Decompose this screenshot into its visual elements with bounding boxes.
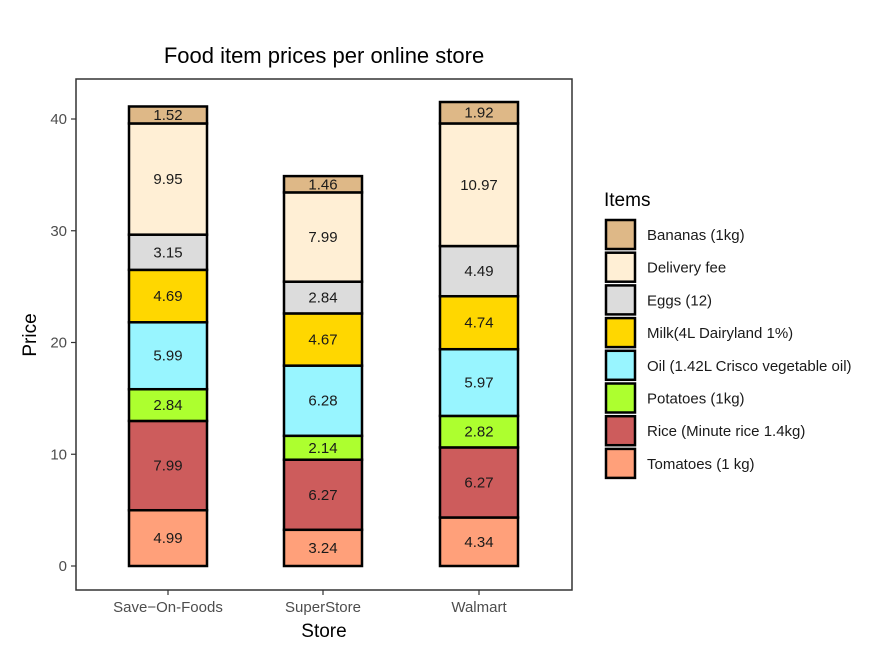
bar-segment (282, 458, 364, 532)
bars: 4.99 7.99 2.84 5.99 4.69 3.15 9.95 1.52 3.24 6.27… (127, 100, 520, 568)
bar-segment (282, 174, 364, 194)
bar-value-label: 1.52 (153, 107, 182, 124)
bar-value-label: 7.99 (308, 229, 337, 246)
y-axis: 0 10 20 30 40 (50, 111, 76, 575)
bar-value-label: 4.67 (308, 332, 337, 349)
legend-label: Milk(4L Dairyland 1%) (647, 325, 793, 342)
legend-swatch (604, 447, 637, 480)
x-tick-label: Walmart (451, 599, 507, 616)
y-tick-label: 20 (50, 335, 67, 352)
bar-value-label: 2.14 (308, 440, 337, 457)
legend-label: Bananas (1kg) (647, 227, 745, 244)
bar-value-label: 2.84 (308, 290, 337, 307)
chart-title: Food item prices per online store (164, 43, 484, 68)
y-tick-label: 10 (50, 446, 67, 463)
legend-swatch (604, 316, 637, 349)
legend-swatch (604, 218, 637, 251)
bar-value-label: 1.92 (464, 105, 493, 122)
legend-label: Oil (1.42L Crisco vegetable oil) (647, 358, 852, 375)
bar-segment (438, 516, 520, 568)
bar-segment (438, 446, 520, 519)
bar-segment (438, 244, 520, 298)
x-axis: Save−On-Foods SuperStore Walmart (113, 590, 507, 616)
bar-value-label: 6.28 (308, 393, 337, 410)
bar-value-label: 2.82 (464, 424, 493, 441)
legend: Items Bananas (1kg) Delivery fee Eggs (12)… (604, 190, 852, 480)
legend-label: Eggs (12) (647, 292, 712, 309)
legend-label: Potatoes (1kg) (647, 391, 745, 408)
bar-value-label: 4.69 (153, 288, 182, 305)
bar-value-label: 4.49 (464, 263, 493, 280)
bar-value-label: 6.27 (308, 487, 337, 504)
y-tick-label: 30 (50, 223, 67, 240)
legend-swatch (604, 382, 637, 414)
legend-swatch (604, 284, 637, 316)
legend-label: Delivery fee (647, 260, 726, 277)
legend-swatch (604, 349, 637, 382)
x-tick-label: Save−On-Foods (113, 599, 223, 616)
bar-segment (127, 105, 209, 125)
bar-segment (438, 414, 520, 449)
bar-segment (282, 280, 364, 315)
bar-segment (438, 347, 520, 418)
bar-value-label: 3.15 (153, 244, 182, 261)
bar-value-label: 5.99 (153, 348, 182, 365)
bar-value-label: 4.99 (153, 530, 182, 547)
bar-value-label: 6.27 (464, 474, 493, 491)
legend-title: Items (604, 190, 650, 211)
bar-value-label: 3.24 (308, 540, 337, 557)
bar-segment (282, 528, 364, 568)
bar-segment (438, 100, 520, 125)
bar-value-label: 10.97 (460, 177, 498, 194)
x-axis-title: Store (301, 621, 346, 642)
bar-segment (127, 122, 209, 236)
legend-label: Rice (Minute rice 1.4kg) (647, 423, 805, 440)
bar-value-label: 1.46 (308, 176, 337, 193)
bar-value-label: 4.74 (464, 315, 493, 332)
plot-panel (75, 78, 573, 591)
bar-value-label: 7.99 (153, 458, 182, 475)
legend-swatch (604, 251, 637, 283)
legend-swatch (604, 414, 637, 447)
y-tick-label: 0 (59, 558, 67, 575)
bar-segment (438, 294, 520, 351)
legend-label: Tomatoes (1 kg) (647, 456, 755, 473)
bar-segment (282, 312, 364, 367)
y-axis-title: Price (20, 313, 41, 356)
bar-segment (127, 508, 209, 568)
bar-value-label: 4.34 (464, 534, 493, 551)
bar-value-label: 2.84 (153, 397, 182, 414)
bar-value-label: 9.95 (153, 171, 182, 188)
x-tick-label: SuperStore (285, 599, 361, 616)
y-tick-label: 40 (50, 111, 67, 128)
bar-value-label: 5.97 (464, 375, 493, 392)
